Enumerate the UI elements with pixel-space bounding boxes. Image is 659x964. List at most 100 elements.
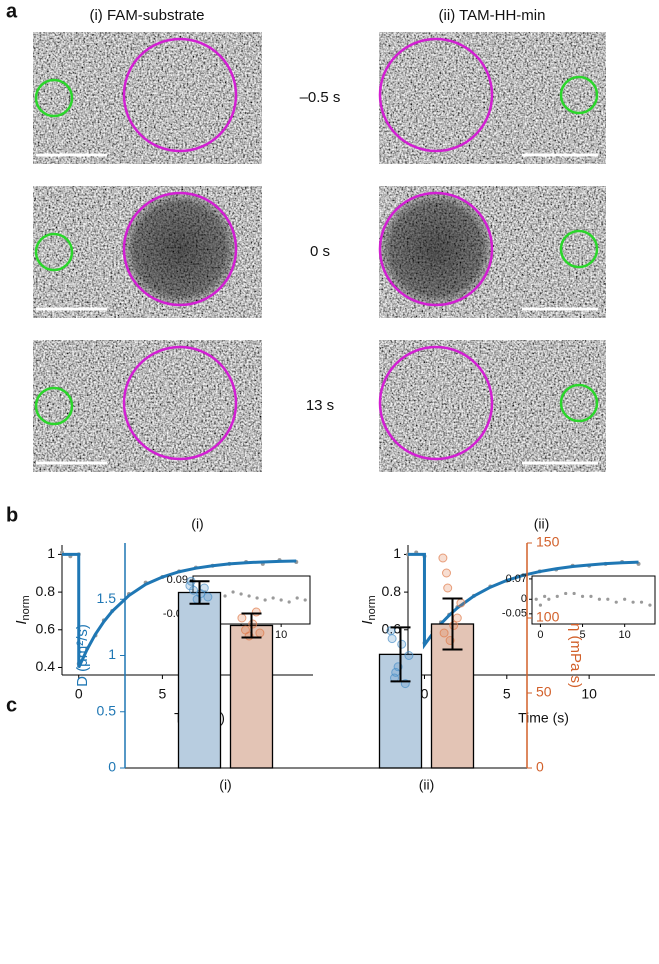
sample-point [251, 607, 261, 617]
y2-tick-label: 0 [536, 759, 544, 775]
y-axis-label: Inorm [13, 595, 32, 624]
bleach-circle [378, 37, 494, 153]
residual-point [589, 594, 593, 598]
column-title: (i) FAM-substrate [89, 7, 204, 24]
y2-tick-label: 100 [536, 609, 560, 625]
y-tick-label: 0 [108, 759, 116, 775]
residual-point [247, 594, 251, 598]
residual-point [623, 597, 627, 601]
error-bar [189, 580, 210, 605]
y2-tick-label: 150 [536, 534, 560, 550]
time-label: –0.5 s [300, 89, 341, 106]
x-tick-label: 5 [159, 686, 167, 702]
bleach-circle [122, 37, 238, 153]
sample-point [456, 598, 466, 608]
reference-circle [559, 75, 599, 115]
sample-point [248, 619, 258, 629]
sample-point [189, 585, 198, 595]
y-tick-label: 0.6 [382, 620, 402, 636]
bleached-region [379, 192, 493, 306]
y-tick-label: 1 [393, 545, 401, 561]
residual-point [564, 591, 568, 596]
bar [177, 591, 222, 769]
x-axis-label: Time (s) [518, 710, 569, 726]
residual-point [263, 598, 267, 602]
residual-point [580, 594, 585, 598]
bar [229, 624, 274, 769]
inset-y-tick-label: 0.09 [167, 574, 188, 586]
residual-point [534, 597, 538, 601]
chart-title: (i) [191, 516, 203, 532]
sample-point [387, 634, 397, 644]
sample-point [404, 651, 414, 660]
bleach-circle [378, 191, 494, 307]
fit-line [62, 552, 297, 669]
reference-circle [34, 232, 74, 272]
inset-y-tick-label: 0 [521, 593, 527, 605]
y-axis-label: D (μm²/s) [74, 624, 91, 687]
x-tick-label: 0 [75, 686, 83, 702]
reference-circle [559, 383, 599, 423]
residual-point [547, 597, 551, 601]
y-axis-label-sub: norm [366, 595, 378, 620]
micrograph [33, 340, 262, 472]
residual-point [279, 598, 283, 602]
time-label: 13 s [306, 397, 334, 414]
inset-frame [531, 575, 656, 625]
bleach-circle [122, 191, 238, 307]
y-tick-label: 1 [108, 646, 116, 662]
sample-point [443, 583, 453, 593]
sample-point [439, 628, 449, 638]
residual-point [287, 600, 291, 604]
residual-point [606, 597, 610, 601]
sample-point [203, 592, 213, 602]
y2-axis-label: η (mPa s) [567, 623, 584, 688]
sample-point [452, 613, 462, 623]
residual-point [639, 600, 644, 604]
residual-point [303, 598, 307, 602]
residual-point [255, 596, 259, 600]
sample-point [397, 639, 407, 649]
sample-point [442, 568, 451, 578]
y-tick-label: 0.5 [97, 702, 117, 718]
panel-label: b [6, 504, 18, 526]
time-label: 0 s [310, 243, 330, 260]
bleach-circle [378, 345, 494, 461]
error-bar [241, 612, 262, 639]
chart-title: (ii) [534, 516, 550, 532]
residual-point [231, 590, 235, 594]
residual-point [538, 603, 543, 607]
error-bar [442, 597, 463, 651]
y-axis-label-main: I [13, 620, 30, 624]
x-tick-label: 10 [581, 686, 597, 702]
residual-point [295, 596, 299, 600]
inset-x-tick-label: 0 [537, 629, 543, 641]
y2-tick-label: 50 [536, 684, 552, 700]
residual-point [614, 600, 618, 604]
sample-point [391, 667, 401, 677]
x-tick-label: (i) [219, 777, 231, 793]
y-tick-label: 0.6 [36, 620, 56, 636]
reference-circle [34, 78, 74, 118]
inset-x-tick-label: 10 [275, 629, 287, 641]
bleach-circle [122, 345, 238, 461]
bleached-region [123, 192, 237, 306]
fit-line [408, 552, 639, 650]
reference-circle [34, 386, 74, 426]
reference-circle [559, 229, 599, 269]
sample-point [255, 628, 265, 638]
inset-y-tick-label: 0.07 [506, 573, 527, 585]
residual-point [555, 594, 559, 598]
panel-label: c [6, 694, 17, 716]
inset-x-tick-label: 5 [579, 629, 585, 641]
column-title: (ii) TAM-HH-min [439, 7, 546, 24]
y-tick-label: 1.5 [97, 590, 117, 606]
sample-point [199, 583, 209, 593]
y-axis-label-main: I [359, 620, 376, 624]
sample-point [237, 613, 247, 623]
sample-point [438, 553, 448, 563]
error-bar [390, 626, 411, 683]
y-axis-label-sub: norm [20, 595, 32, 620]
